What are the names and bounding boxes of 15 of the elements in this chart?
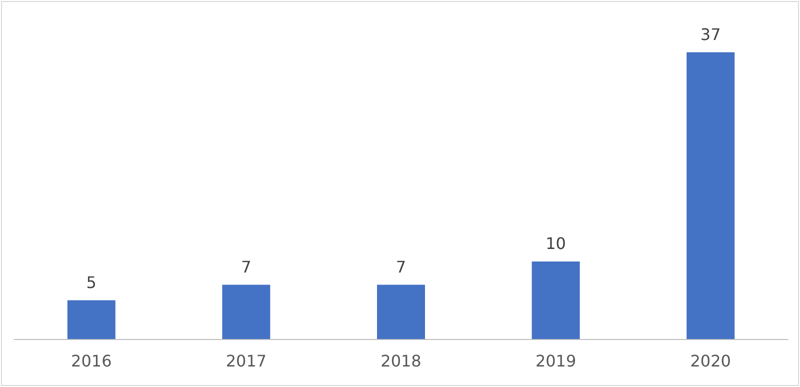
x-tick-label: 2019 <box>535 352 576 370</box>
bar <box>222 284 270 339</box>
data-label: 7 <box>241 257 252 276</box>
data-label: 7 <box>396 257 406 276</box>
bar <box>67 300 116 339</box>
data-label: 37 <box>700 24 721 44</box>
bar <box>686 52 735 339</box>
bar <box>532 262 580 339</box>
bar <box>377 284 425 339</box>
x-tick-label: 2018 <box>380 352 422 370</box>
data-label: 5 <box>86 272 96 292</box>
data-label: 10 <box>546 234 566 253</box>
x-tick-label: 2017 <box>226 352 267 370</box>
x-tick-label: 2020 <box>690 352 731 370</box>
x-tick-label: 2016 <box>71 352 112 370</box>
